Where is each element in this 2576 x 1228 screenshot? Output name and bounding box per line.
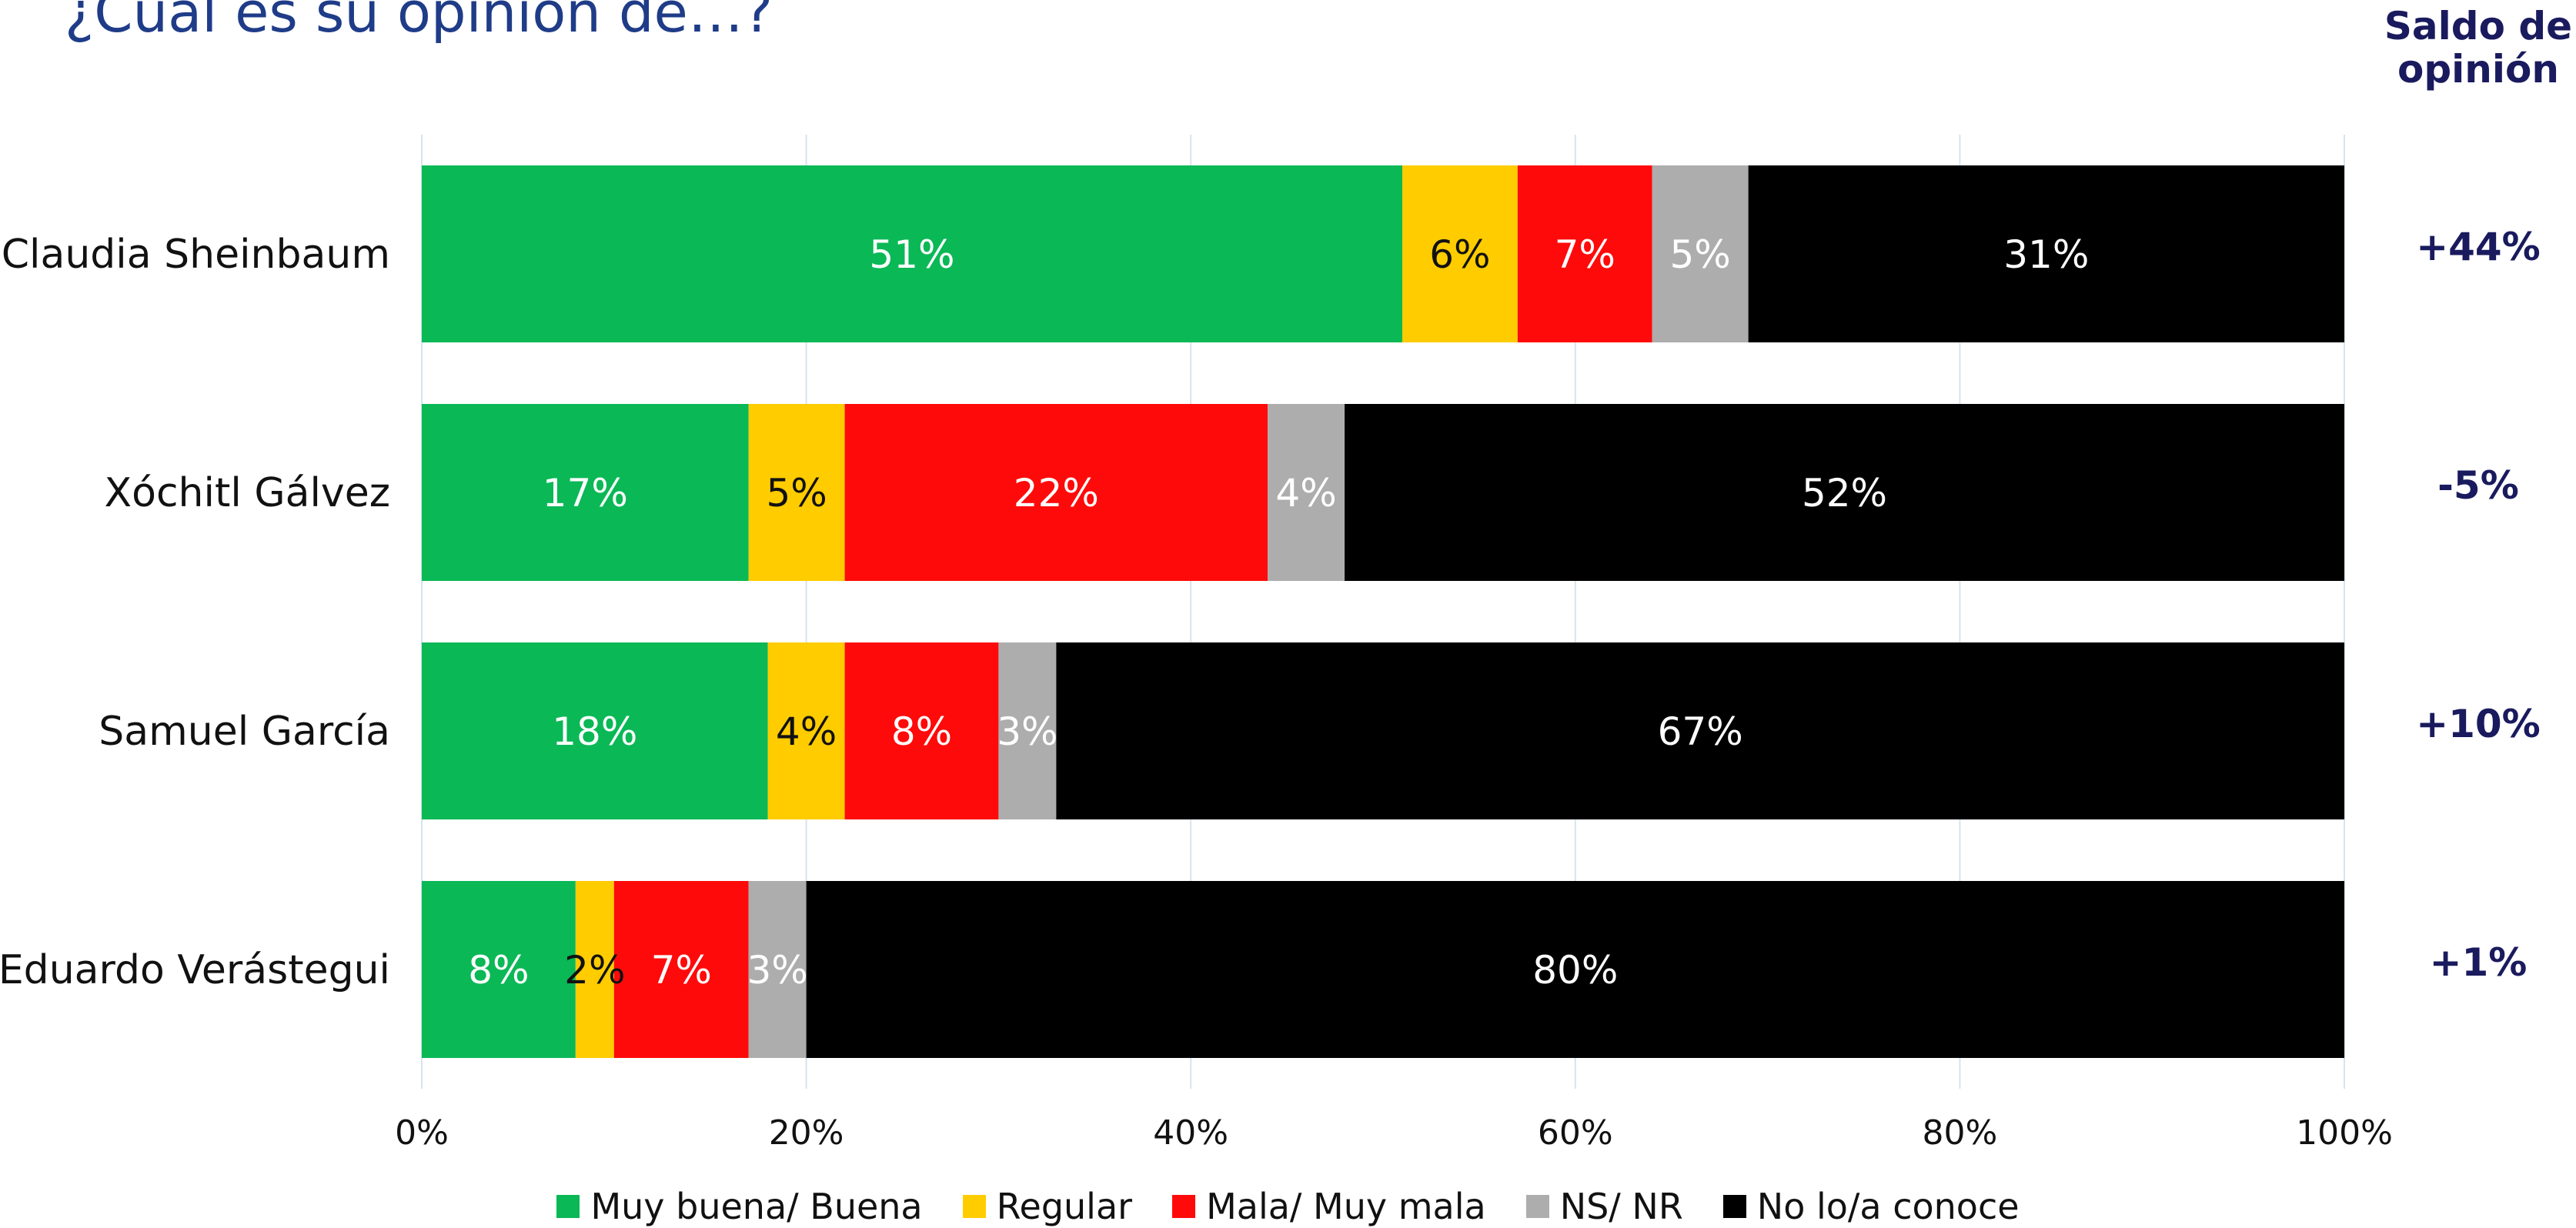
bar-segment bbox=[1056, 642, 2344, 819]
data-label: 6% bbox=[1429, 232, 1490, 277]
bar-segment bbox=[748, 881, 807, 1058]
legend-label: NS/ NR bbox=[1559, 1186, 1683, 1227]
data-label: 7% bbox=[1555, 232, 1615, 277]
data-label: 5% bbox=[1670, 232, 1731, 277]
bar-segment bbox=[998, 642, 1057, 819]
data-label: 4% bbox=[1275, 471, 1336, 516]
page-title: ¿Cual es su opinion de…? bbox=[65, 0, 773, 45]
data-label: 8% bbox=[468, 948, 529, 993]
legend-swatch bbox=[1172, 1195, 1196, 1218]
x-tick-label: 20% bbox=[769, 1113, 844, 1153]
bar-segment bbox=[422, 165, 1402, 342]
bar-segment bbox=[1652, 165, 1749, 342]
bar-segment bbox=[422, 881, 576, 1058]
bar-segment bbox=[1402, 165, 1518, 342]
x-tick-label: 80% bbox=[1923, 1113, 1998, 1153]
data-label: 3% bbox=[747, 948, 807, 993]
data-label: 2% bbox=[564, 948, 625, 993]
data-label: 3% bbox=[997, 709, 1057, 754]
bar-segment bbox=[422, 404, 749, 581]
bar-segment bbox=[422, 642, 768, 819]
legend-label: Mala/ Muy mala bbox=[1206, 1186, 1486, 1227]
legend-swatch bbox=[556, 1195, 580, 1218]
data-label: 51% bbox=[869, 232, 954, 277]
data-label: 31% bbox=[2003, 232, 2089, 277]
legend-swatch bbox=[962, 1195, 986, 1218]
bar-segment bbox=[1345, 404, 2344, 581]
bar-segment bbox=[748, 404, 845, 581]
category-label: Claudia Sheinbaum bbox=[2, 232, 390, 278]
category-labels: Claudia Sheinbaum Xóchitl Gálvez Samuel Ga… bbox=[0, 232, 390, 993]
x-tick-label: 60% bbox=[1538, 1113, 1613, 1153]
x-tick-label: 40% bbox=[1153, 1113, 1228, 1153]
data-label: 17% bbox=[543, 471, 628, 516]
bar-segment bbox=[844, 404, 1268, 581]
saldo-value: +44% bbox=[2416, 225, 2541, 269]
bars bbox=[422, 165, 2344, 1058]
bar-segment bbox=[1517, 165, 1652, 342]
bar-segment bbox=[1748, 165, 2344, 342]
data-label: 22% bbox=[1014, 471, 1099, 516]
legend: Muy buena/ Buena Regular Mala/ Muy mala NS/… bbox=[0, 1185, 2576, 1228]
legend-item: NS/ NR bbox=[1525, 1186, 1683, 1227]
saldo-value: -5% bbox=[2437, 463, 2519, 508]
category-label: Samuel García bbox=[99, 709, 390, 755]
data-label: 7% bbox=[651, 948, 712, 993]
legend-label: No lo/a conoce bbox=[1756, 1186, 2020, 1227]
x-tick-label: 100% bbox=[2296, 1113, 2393, 1153]
bar-segment bbox=[806, 881, 2344, 1058]
category-label: Xóchitl Gálvez bbox=[105, 470, 390, 516]
bar-segment bbox=[844, 642, 999, 819]
legend-item: Muy buena/ Buena bbox=[556, 1186, 923, 1227]
stacked-bar-chart: 51% 6% 7% 5% 31% 17% 5% 22% 4% 52% 18% 4% 8% 3% 67% 8% 2… bbox=[0, 135, 2541, 1153]
saldo-header-line-2: opinión bbox=[2397, 47, 2559, 92]
data-label: 8% bbox=[891, 709, 952, 754]
data-label: 4% bbox=[776, 709, 837, 754]
data-label: 5% bbox=[766, 471, 827, 516]
data-label: 52% bbox=[1802, 471, 1887, 516]
x-tick-label: 0% bbox=[395, 1113, 449, 1153]
saldo-value: +1% bbox=[2430, 940, 2528, 985]
bar-segment bbox=[613, 881, 749, 1058]
data-labels: 51% 6% 7% 5% 31% 17% 5% 22% 4% 52% 18% 4% 8% 3% 67% 8% 2… bbox=[468, 232, 2089, 993]
legend-swatch bbox=[1722, 1195, 1746, 1218]
legend-item: Regular bbox=[962, 1186, 1133, 1227]
legend-item: No lo/a conoce bbox=[1722, 1186, 2020, 1227]
saldo-values: +44% -5% +10% +1% bbox=[2416, 225, 2541, 985]
data-label: 18% bbox=[552, 709, 637, 754]
category-label: Eduardo Verástegui bbox=[0, 947, 390, 993]
bar-segment bbox=[1268, 404, 1345, 581]
legend-swatch bbox=[1525, 1195, 1549, 1218]
bar-segment bbox=[767, 642, 845, 819]
data-label: 67% bbox=[1658, 709, 1743, 754]
legend-label: Muy buena/ Buena bbox=[590, 1186, 923, 1227]
saldo-value: +10% bbox=[2416, 702, 2541, 746]
legend-item: Mala/ Muy mala bbox=[1172, 1186, 1486, 1227]
data-label: 80% bbox=[1532, 948, 1618, 993]
x-axis-ticks: 0% 20% 40% 60% 80% 100% bbox=[395, 1113, 2393, 1153]
bar-segment bbox=[575, 881, 614, 1058]
saldo-header-line-1: Saldo de bbox=[2384, 4, 2573, 48]
legend-label: Regular bbox=[996, 1186, 1133, 1227]
